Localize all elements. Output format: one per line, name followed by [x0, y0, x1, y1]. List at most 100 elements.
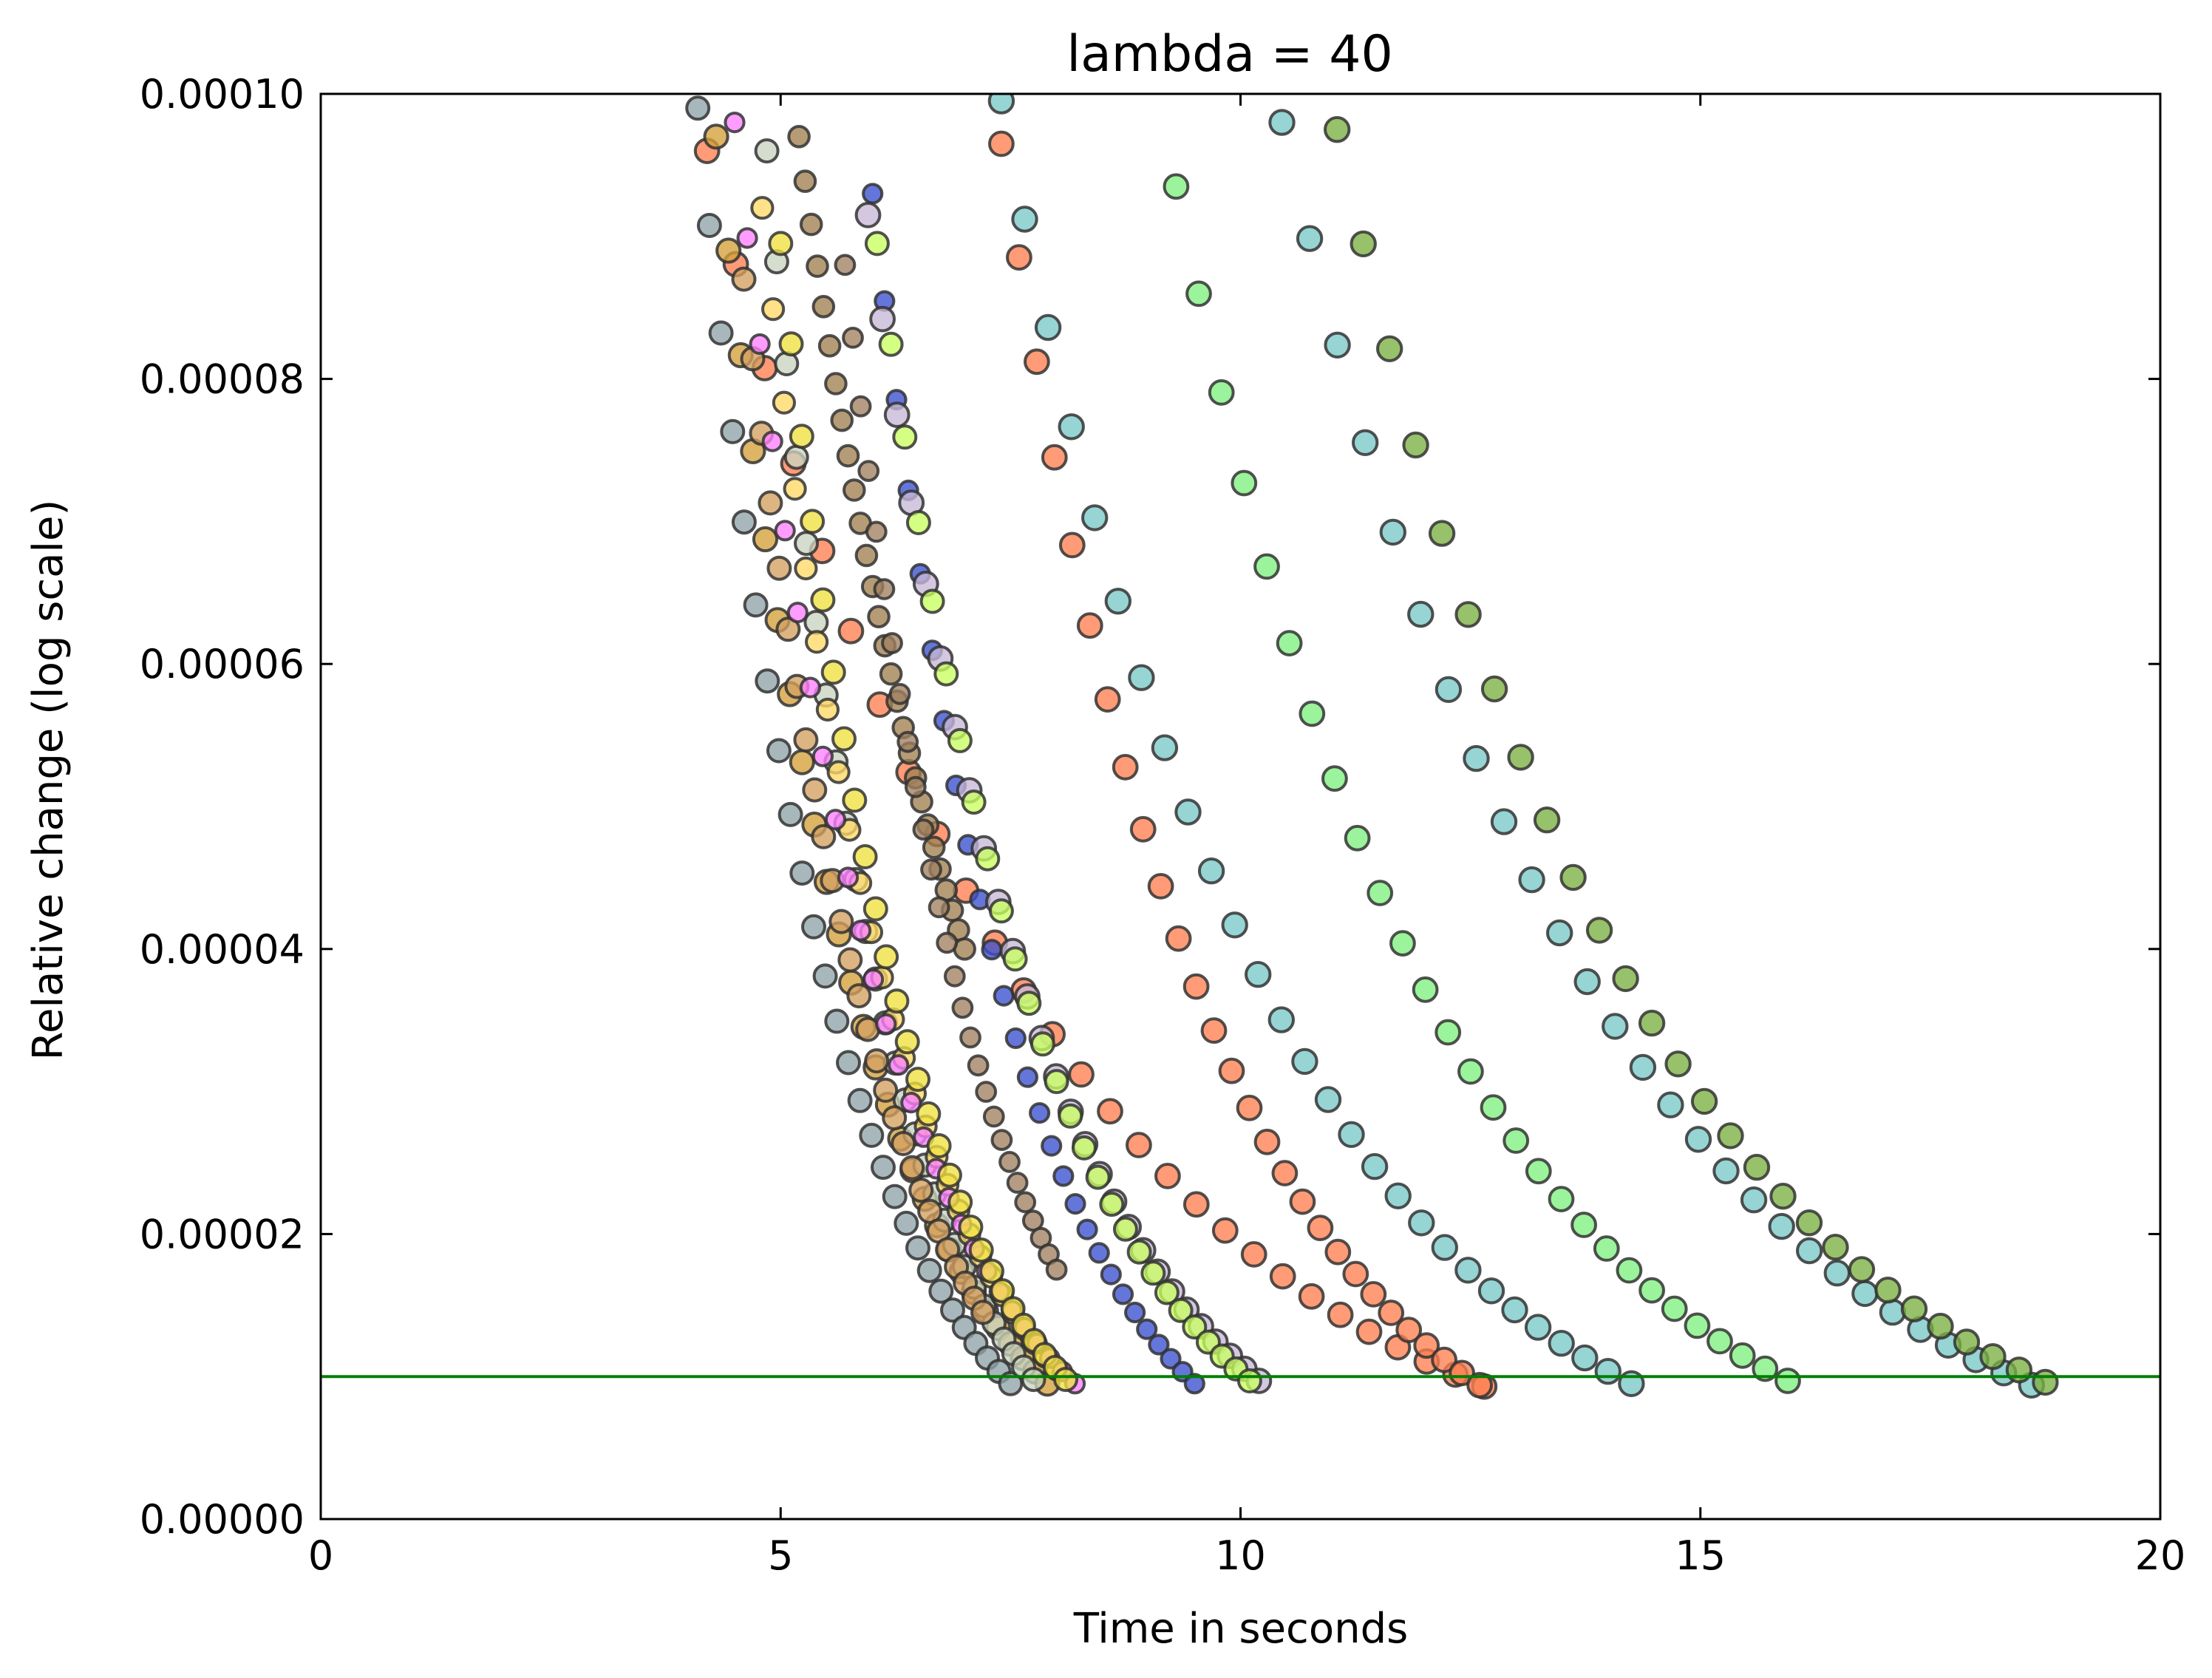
y-tick-label: 0.00010 — [140, 71, 304, 118]
data-point — [810, 587, 836, 613]
data-point — [1324, 1238, 1352, 1266]
data-point — [947, 1189, 973, 1215]
data-point — [750, 196, 775, 220]
data-point — [1182, 1314, 1208, 1340]
x-tick-label: 10 — [1215, 1532, 1266, 1579]
data-point — [789, 749, 815, 775]
data-point — [1412, 976, 1439, 1003]
data-point — [1030, 1031, 1055, 1057]
data-point — [824, 372, 848, 395]
data-point — [1314, 1086, 1342, 1113]
data-point — [1612, 965, 1639, 993]
data-point — [1851, 1280, 1879, 1308]
data-point — [1140, 1260, 1166, 1286]
data-point — [1638, 1009, 1666, 1037]
data-point — [1796, 1237, 1823, 1265]
data-point — [836, 1050, 861, 1076]
data-point — [1085, 1164, 1111, 1190]
data-point — [854, 543, 879, 568]
data-point — [1094, 686, 1121, 713]
data-point — [857, 460, 880, 482]
data-point — [1236, 1094, 1263, 1121]
y-tick-label: 0.00000 — [140, 1496, 304, 1543]
series-5 — [731, 266, 996, 1325]
data-point — [933, 661, 959, 687]
data-point — [1168, 1297, 1194, 1323]
data-point — [1752, 1355, 1779, 1382]
data-point — [777, 801, 803, 827]
x-axis-label: Time in seconds — [1073, 1605, 1409, 1653]
data-point — [768, 231, 794, 257]
data-point — [1182, 973, 1210, 1000]
data-point — [772, 390, 797, 415]
data-point — [891, 1131, 916, 1156]
data-point — [826, 760, 851, 784]
y-tick-label: 0.00006 — [140, 641, 304, 687]
data-point — [873, 1077, 899, 1103]
data-point — [766, 555, 792, 581]
data-point — [1501, 1296, 1528, 1324]
data-point — [708, 320, 734, 346]
data-point — [892, 424, 918, 450]
data-point — [799, 212, 823, 237]
axis-ticks: 0 5 10 15 20 0.00000 0.00002 0.00004 0.00006 0.00… — [140, 71, 2186, 1579]
data-point — [1463, 744, 1490, 772]
data-point — [1299, 700, 1326, 727]
y-tick-label: 0.00008 — [140, 356, 304, 403]
data-point — [842, 327, 864, 349]
data-point — [1706, 1328, 1733, 1355]
data-point — [1664, 1050, 1692, 1078]
data-point — [758, 490, 783, 516]
data-point — [1344, 824, 1371, 852]
data-point — [1848, 1256, 1876, 1283]
data-point — [1431, 1234, 1459, 1261]
data-point — [899, 1155, 925, 1181]
data-point — [766, 738, 792, 764]
data-point — [1570, 1212, 1598, 1238]
data-point — [928, 896, 950, 919]
data-point — [789, 860, 815, 886]
data-point — [1045, 1258, 1068, 1281]
data-point — [1546, 919, 1573, 947]
data-point — [1231, 469, 1258, 497]
data-point — [869, 305, 896, 333]
data-point — [1602, 1013, 1629, 1040]
data-point — [761, 297, 786, 322]
data-point — [1021, 1209, 1044, 1232]
data-point — [837, 866, 860, 889]
data-point — [1953, 1328, 1981, 1356]
data-point — [936, 931, 959, 954]
series-15 — [987, 94, 1645, 1398]
data-point — [1822, 1234, 1849, 1261]
data-point — [1661, 1295, 1688, 1322]
data-point — [1428, 520, 1456, 547]
data-point — [1221, 911, 1248, 939]
data-point — [1253, 553, 1280, 580]
data-point — [947, 727, 973, 753]
data-point — [783, 444, 809, 470]
data-point — [1218, 1057, 1245, 1084]
data-point — [1571, 1344, 1599, 1372]
data-point — [1769, 1183, 1797, 1210]
data-point — [1524, 1314, 1552, 1341]
data-point — [1477, 1277, 1505, 1305]
data-point — [1099, 1192, 1125, 1217]
data-point — [1324, 116, 1351, 143]
data-point — [836, 444, 860, 468]
data-point — [1276, 630, 1303, 656]
data-point — [908, 1178, 934, 1203]
data-point — [879, 662, 903, 686]
data-point — [830, 408, 854, 432]
data-point — [1518, 866, 1545, 894]
data-point — [1402, 431, 1429, 459]
data-point — [1163, 173, 1190, 200]
data-point — [1240, 1241, 1267, 1268]
data-point — [806, 254, 829, 278]
data-point — [1490, 808, 1518, 835]
data-point — [1165, 925, 1192, 952]
data-point — [896, 730, 919, 753]
data-point — [1076, 612, 1103, 639]
data-point — [1573, 968, 1601, 996]
data-point — [916, 1101, 942, 1127]
